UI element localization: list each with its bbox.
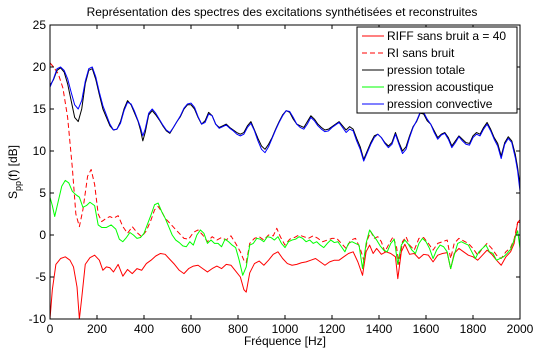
y-axis-label: Spp(f) [dB] — [6, 145, 23, 199]
x-tick-label: 600 — [181, 322, 201, 336]
x-tick-label: 1400 — [366, 322, 393, 336]
y-tick-label: 5 — [39, 186, 46, 200]
y-tick-label: 25 — [33, 18, 47, 32]
x-axis-label: Fréquence [Hz] — [244, 334, 326, 348]
x-tick-label: 1600 — [413, 322, 440, 336]
legend-label: RIFF sans bruit a = 40 — [387, 29, 506, 43]
y-axis-ticks: -10 -5 0 5 10 15 20 25 — [29, 18, 520, 326]
legend-label: pression acoustique — [387, 80, 494, 94]
chart-title: Représentation des spectres des excitati… — [87, 5, 478, 19]
x-tick-label: 1800 — [460, 322, 487, 336]
y-axis-label-subscript: pp — [13, 181, 23, 191]
x-tick-label: 800 — [228, 322, 248, 336]
series-line — [50, 62, 520, 265]
legend: RIFF sans bruit a = 40 RI sans bruit press… — [356, 26, 518, 114]
y-tick-label: 20 — [33, 60, 47, 74]
x-tick-label: 2000 — [507, 322, 534, 336]
y-tick-label: -10 — [29, 312, 47, 326]
x-tick-label: 1000 — [272, 322, 299, 336]
x-tick-label: 200 — [87, 322, 107, 336]
y-tick-label: 0 — [39, 228, 46, 242]
x-tick-label: 400 — [134, 322, 154, 336]
series-line — [50, 219, 520, 319]
x-tick-label: 0 — [47, 322, 54, 336]
series-line — [50, 66, 520, 192]
legend-label: pression totale — [387, 63, 465, 77]
y-tick-label: 15 — [33, 102, 47, 116]
legend-label: pression convective — [387, 97, 493, 111]
y-tick-label: 10 — [33, 144, 47, 158]
y-axis-label-tail: (f) [dB] — [6, 145, 20, 181]
x-axis-ticks: 0 200 400 600 800 1000 1200 1400 1600 1800 2000 — [47, 25, 534, 336]
legend-label: RI sans bruit — [387, 46, 455, 60]
series-line — [50, 179, 520, 276]
y-tick-label: -5 — [35, 270, 46, 284]
y-axis-label-main: S — [6, 191, 20, 199]
series-layer — [50, 62, 520, 319]
x-tick-label: 1200 — [319, 322, 346, 336]
